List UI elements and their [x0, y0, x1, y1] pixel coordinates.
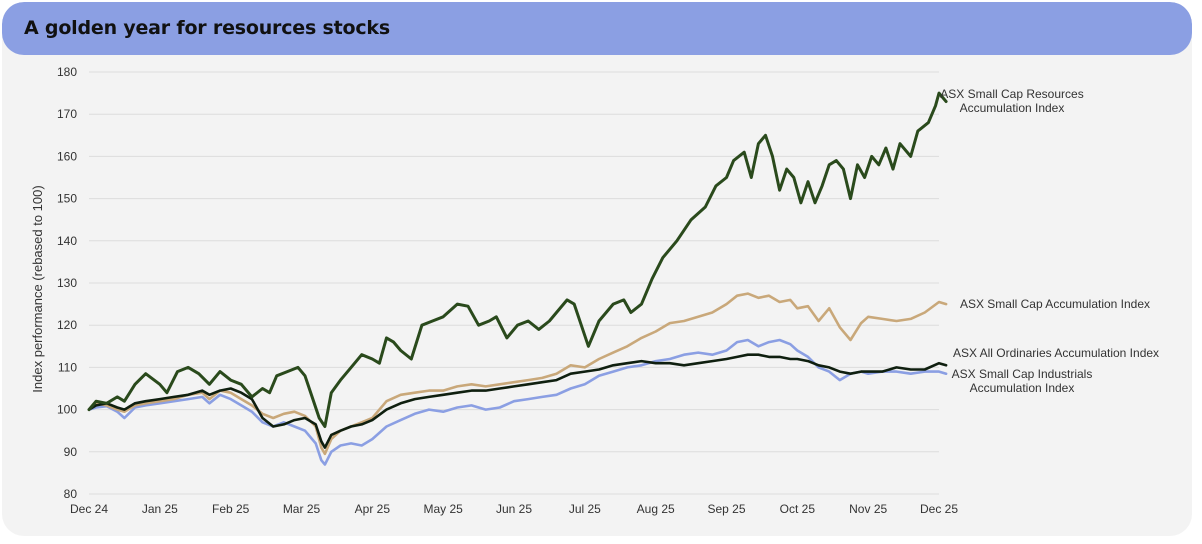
x-tick-label: Jun 25: [496, 502, 532, 516]
series-label: ASX Small Cap Accumulation Index: [960, 297, 1150, 311]
series-lines: [87, 91, 948, 466]
series-label: Accumulation Index: [960, 101, 1065, 115]
series-label: ASX Small Cap Resources: [940, 87, 1083, 101]
x-tick-label: Oct 25: [780, 502, 816, 516]
y-tick-label: 110: [58, 360, 77, 374]
series-label: ASX All Ordinaries Accumulation Index: [953, 346, 1159, 360]
series-line: [87, 353, 948, 449]
series-label: Accumulation Index: [970, 381, 1075, 395]
y-tick-label: 140: [57, 234, 77, 248]
y-tick-label: 100: [57, 403, 77, 417]
gridlines: [89, 71, 939, 495]
series-line: [87, 91, 948, 428]
x-tick-label: Dec 25: [920, 502, 958, 516]
x-tick-label: Apr 25: [355, 502, 391, 516]
chart-card: A golden year for resources stocks 80 90 1…: [2, 2, 1192, 536]
y-axis-ticks: 80 90 100 110 120 130 140 150 160 170 180: [57, 65, 77, 501]
series-label: ASX Small Cap Industrials: [952, 367, 1093, 381]
x-tick-label: Feb 25: [212, 502, 250, 516]
y-tick-label: 120: [57, 318, 77, 332]
y-tick-label: 170: [57, 107, 77, 121]
x-tick-label: Jan 25: [142, 502, 178, 516]
x-tick-label: Mar 25: [283, 502, 321, 516]
x-tick-label: Aug 25: [637, 502, 675, 516]
y-tick-label: 80: [64, 487, 78, 501]
title-banner: A golden year for resources stocks: [2, 2, 1192, 55]
y-axis-label: Index performance (rebased to 100): [30, 185, 45, 392]
x-tick-label: Sep 25: [707, 502, 745, 516]
x-axis-ticks: Dec 24 Jan 25 Feb 25 Mar 25 Apr 25 May 25 Jun …: [70, 502, 958, 516]
x-tick-label: Jul 25: [569, 502, 601, 516]
x-tick-label: Nov 25: [849, 502, 887, 516]
y-tick-label: 180: [57, 65, 77, 79]
y-tick-label: 160: [57, 149, 77, 163]
line-chart: 80 90 100 110 120 130 140 150 160 170 180 Dec 24 Ja…: [30, 65, 1159, 516]
x-tick-label: May 25: [423, 502, 463, 516]
y-tick-label: 130: [57, 276, 77, 290]
x-tick-label: Dec 24: [70, 502, 108, 516]
chart-title: A golden year for resources stocks: [24, 17, 390, 39]
y-tick-label: 150: [57, 192, 77, 206]
y-tick-label: 90: [64, 445, 78, 459]
series-line: [87, 338, 948, 466]
